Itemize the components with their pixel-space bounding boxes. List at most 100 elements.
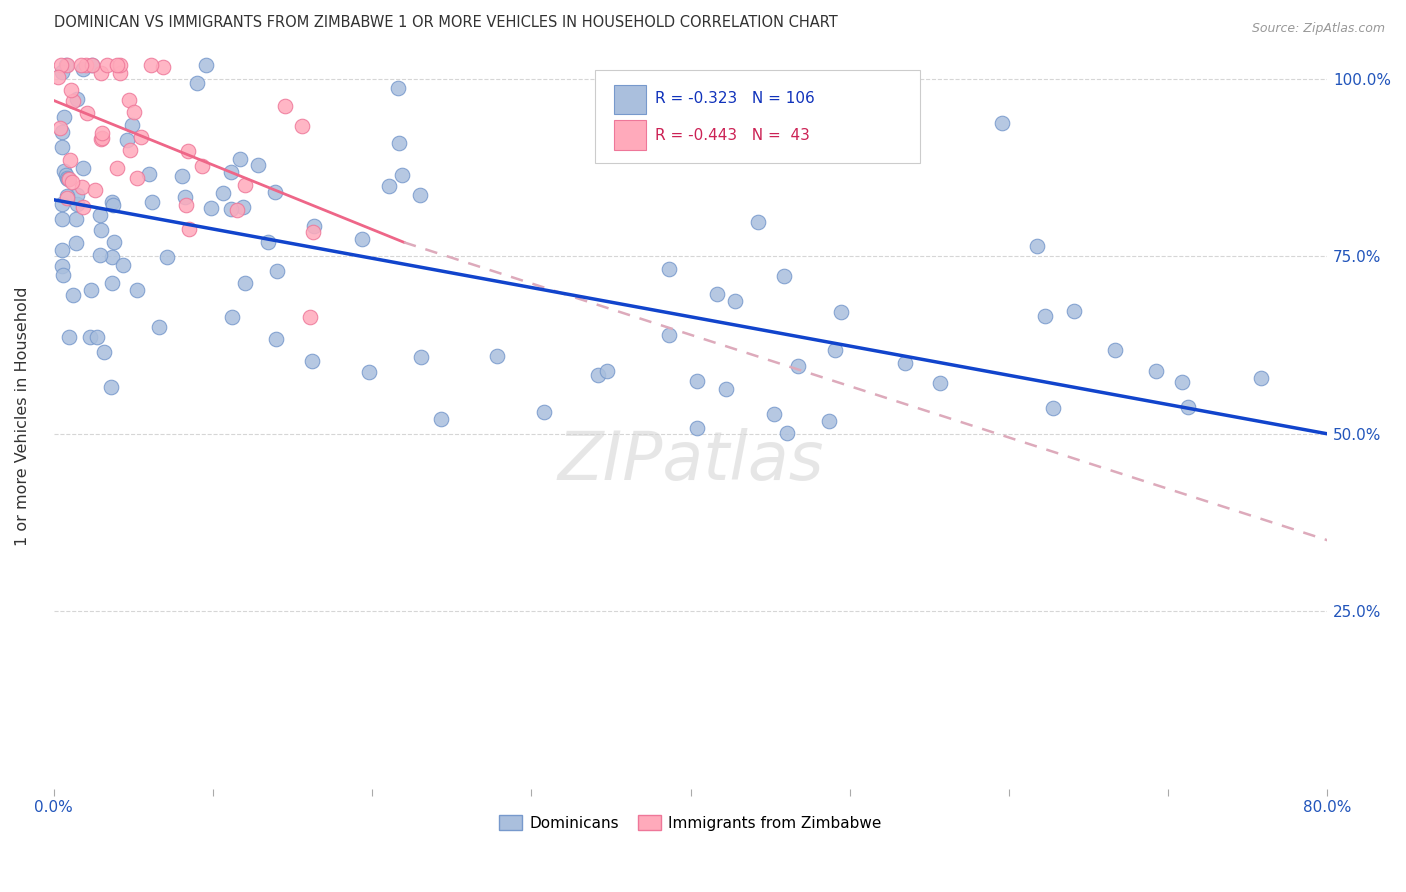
Point	[62, 94, 84, 108]
Point	[148, 319, 170, 334]
Point	[357, 365, 380, 379]
Point	[103, 235, 125, 250]
Text: R = -0.323   N = 106: R = -0.323 N = 106	[655, 91, 814, 105]
Point	[101, 194, 124, 209]
Point	[70, 58, 93, 72]
Point	[266, 264, 288, 278]
Point	[90, 223, 112, 237]
Point	[264, 332, 287, 346]
Point	[93, 345, 115, 359]
Point	[824, 343, 846, 358]
Point	[60, 174, 83, 188]
Point	[89, 208, 111, 222]
Text: DOMINICAN VS IMMIGRANTS FROM ZIMBABWE 1 OR MORE VEHICLES IN HOUSEHOLD CORRELATIO: DOMINICAN VS IMMIGRANTS FROM ZIMBABWE 1 …	[53, 15, 838, 30]
Point	[55, 171, 77, 186]
Point	[105, 58, 128, 72]
Point	[409, 350, 432, 364]
Bar	[614, 120, 645, 150]
Point	[55, 58, 77, 72]
Point	[51, 140, 73, 154]
Point	[70, 180, 93, 194]
Text: ZIPatlas: ZIPatlas	[557, 428, 824, 494]
Point	[76, 106, 98, 120]
Point	[55, 189, 77, 203]
Point	[586, 368, 609, 383]
Point	[929, 376, 952, 391]
Point	[96, 58, 118, 72]
Point	[776, 426, 799, 441]
Point	[90, 127, 112, 141]
Point	[173, 190, 195, 204]
FancyBboxPatch shape	[595, 70, 920, 163]
Point	[298, 310, 321, 325]
Point	[817, 414, 839, 428]
Point	[90, 65, 112, 79]
Point	[352, 232, 374, 246]
Point	[111, 258, 134, 272]
Point	[66, 196, 89, 211]
Point	[430, 412, 453, 426]
Point	[79, 330, 101, 344]
Point	[108, 58, 131, 72]
Point	[115, 133, 138, 147]
Point	[1144, 364, 1167, 378]
Point	[177, 145, 200, 159]
Point	[51, 65, 73, 79]
Point	[1171, 375, 1194, 389]
Point	[387, 136, 409, 150]
Point	[100, 250, 122, 264]
Point	[658, 328, 681, 343]
Point	[186, 76, 208, 90]
Point	[58, 330, 80, 344]
Point	[65, 211, 87, 226]
Point	[138, 167, 160, 181]
Point	[105, 161, 128, 175]
Point	[302, 219, 325, 234]
Point	[221, 310, 243, 325]
Point	[1063, 304, 1085, 318]
Point	[56, 190, 79, 204]
Point	[56, 171, 79, 186]
Point	[55, 168, 77, 182]
Point	[786, 359, 808, 373]
Point	[257, 235, 280, 250]
Point	[378, 178, 401, 193]
Point	[485, 350, 508, 364]
Point	[156, 250, 179, 264]
Point	[72, 200, 94, 214]
Point	[118, 144, 141, 158]
Point	[82, 58, 104, 72]
Point	[48, 70, 70, 85]
Point	[72, 161, 94, 175]
Point	[80, 58, 103, 72]
Point	[56, 58, 79, 72]
Point	[51, 259, 73, 273]
Point	[274, 99, 297, 113]
Point	[177, 222, 200, 236]
Point	[66, 188, 89, 202]
Point	[990, 116, 1012, 130]
Text: Source: ZipAtlas.com: Source: ZipAtlas.com	[1251, 22, 1385, 36]
Point	[830, 305, 852, 319]
Point	[75, 58, 97, 72]
Point	[65, 235, 87, 250]
Point	[58, 171, 80, 186]
Point	[131, 130, 153, 145]
Point	[79, 284, 101, 298]
Point	[100, 276, 122, 290]
Point	[1104, 343, 1126, 358]
Y-axis label: 1 or more Vehicles in Household: 1 or more Vehicles in Household	[15, 286, 30, 546]
Point	[90, 131, 112, 145]
Text: R = -0.443   N =  43: R = -0.443 N = 43	[655, 128, 810, 143]
Point	[763, 407, 786, 421]
Point	[84, 183, 107, 197]
Point	[89, 248, 111, 262]
Point	[51, 196, 73, 211]
Point	[72, 62, 94, 76]
Point	[139, 58, 162, 72]
Point	[301, 225, 323, 239]
Point	[48, 121, 70, 136]
Point	[724, 293, 747, 308]
Point	[200, 201, 222, 215]
Point	[1026, 239, 1049, 253]
